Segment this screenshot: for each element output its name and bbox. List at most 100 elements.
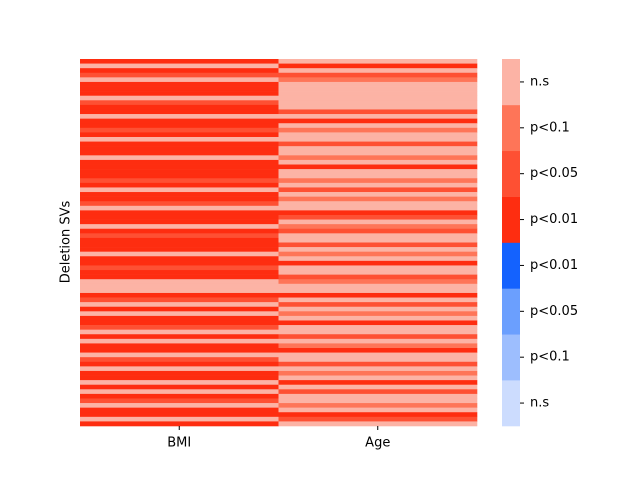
heatmap-cell xyxy=(278,357,478,363)
heatmap-cell xyxy=(80,311,279,317)
heatmap-cell xyxy=(278,315,478,321)
heatmap-cell xyxy=(278,306,478,312)
heatmap-cell xyxy=(80,127,279,133)
heatmap-cell xyxy=(80,421,279,427)
heatmap-cell xyxy=(80,141,279,147)
heatmap-cell xyxy=(278,118,478,124)
heatmap-cell xyxy=(278,292,478,298)
heatmap-cell xyxy=(278,196,478,202)
heatmap-cell xyxy=(278,219,478,225)
heatmap-cell xyxy=(80,68,279,74)
heatmap-cell xyxy=(278,233,478,239)
heatmap-cell xyxy=(278,421,478,427)
heatmap-cell xyxy=(80,393,279,399)
heatmap-cell xyxy=(278,214,478,220)
heatmap-cell xyxy=(278,210,478,216)
heatmap-cell xyxy=(80,302,279,308)
colorbar-bin xyxy=(502,242,520,289)
heatmap-cell xyxy=(80,384,279,390)
heatmap-cell xyxy=(278,251,478,257)
colorbar-tick-label: p<0.1 xyxy=(530,120,570,135)
heatmap-cell xyxy=(80,389,279,395)
heatmap-cell xyxy=(278,370,478,376)
heatmap-cell xyxy=(278,256,478,262)
heatmap-cell xyxy=(278,393,478,399)
colorbar-tick-label: p<0.01 xyxy=(530,212,578,227)
heatmap-cell xyxy=(278,334,478,340)
colorbar-bin xyxy=(502,288,520,335)
x-tick-label: Age xyxy=(365,436,390,451)
heatmap-cell xyxy=(80,251,279,257)
heatmap-cell xyxy=(80,205,279,211)
colorbar-tick-label: p<0.05 xyxy=(530,304,578,319)
heatmap-cell xyxy=(80,155,279,161)
heatmap-cell xyxy=(80,146,279,152)
heatmap-cell xyxy=(278,338,478,344)
colorbar-bin xyxy=(502,334,520,381)
heatmap-cell xyxy=(278,178,478,184)
heatmap-cell xyxy=(278,375,478,381)
colorbar-tick-label: p<0.01 xyxy=(530,258,578,273)
colorbar-tick-label: n.s xyxy=(530,74,549,89)
heatmap-cell xyxy=(278,109,478,115)
heatmap-cell xyxy=(80,187,279,193)
heatmap-cell xyxy=(80,104,279,110)
heatmap-cell xyxy=(278,283,478,289)
heatmap-cell xyxy=(80,260,279,266)
heatmap-cell xyxy=(80,164,279,170)
heatmap-cell xyxy=(278,228,478,234)
heatmap-cell xyxy=(278,169,478,174)
heatmap-cell xyxy=(80,132,279,138)
heatmap-cell xyxy=(80,320,279,326)
heatmap-cell xyxy=(278,155,478,161)
heatmap-cell xyxy=(278,91,478,96)
heatmap-cell xyxy=(278,68,478,74)
heatmap-cell xyxy=(80,247,279,252)
heatmap-cell xyxy=(278,72,478,78)
heatmap-cell xyxy=(80,237,279,243)
heatmap-cell xyxy=(80,123,279,129)
heatmap-cell xyxy=(80,228,279,234)
heatmap-cell xyxy=(80,343,279,349)
heatmap-cell xyxy=(80,306,279,312)
heatmap-cell xyxy=(80,114,279,119)
heatmap-cell xyxy=(278,187,478,193)
heatmap-cell xyxy=(80,288,279,294)
heatmap-cell xyxy=(80,361,279,367)
heatmap-cell xyxy=(278,384,478,390)
colorbar-bin xyxy=(502,380,520,427)
heatmap-cell xyxy=(278,237,478,243)
heatmap-cell xyxy=(278,398,478,404)
heatmap-cell xyxy=(278,95,478,101)
heatmap-cell xyxy=(80,192,279,197)
heatmap-cell xyxy=(80,370,279,376)
heatmap-cell xyxy=(278,366,478,372)
heatmap-cell xyxy=(278,104,478,110)
heatmap-cell xyxy=(278,100,478,106)
heatmap-cell xyxy=(80,81,279,87)
heatmap-cell xyxy=(80,210,279,216)
heatmap-cell xyxy=(80,375,279,381)
heatmap-cell xyxy=(80,173,279,179)
heatmap-cell xyxy=(80,182,279,188)
heatmap-cell xyxy=(278,182,478,188)
colorbar-tick-label: p<0.1 xyxy=(530,350,570,365)
heatmap-cell xyxy=(278,407,478,413)
heatmap-cell xyxy=(278,127,478,133)
heatmap-cell xyxy=(80,77,279,83)
heatmap-cell xyxy=(278,136,478,142)
heatmap-cell xyxy=(80,201,279,207)
heatmap-cell xyxy=(278,205,478,211)
heatmap-cell xyxy=(80,325,279,330)
heatmap-cell xyxy=(278,274,478,280)
heatmap-cell xyxy=(80,118,279,124)
heatmap-cell xyxy=(278,288,478,294)
heatmap-cell xyxy=(80,256,279,262)
heatmap-cell xyxy=(278,146,478,152)
heatmap-cell xyxy=(80,283,279,289)
x-tick-label: BMI xyxy=(167,436,191,451)
heatmap-cell xyxy=(278,159,478,165)
heatmap-cell xyxy=(278,224,478,230)
heatmap-cell xyxy=(80,159,279,165)
heatmap-cell xyxy=(80,91,279,96)
